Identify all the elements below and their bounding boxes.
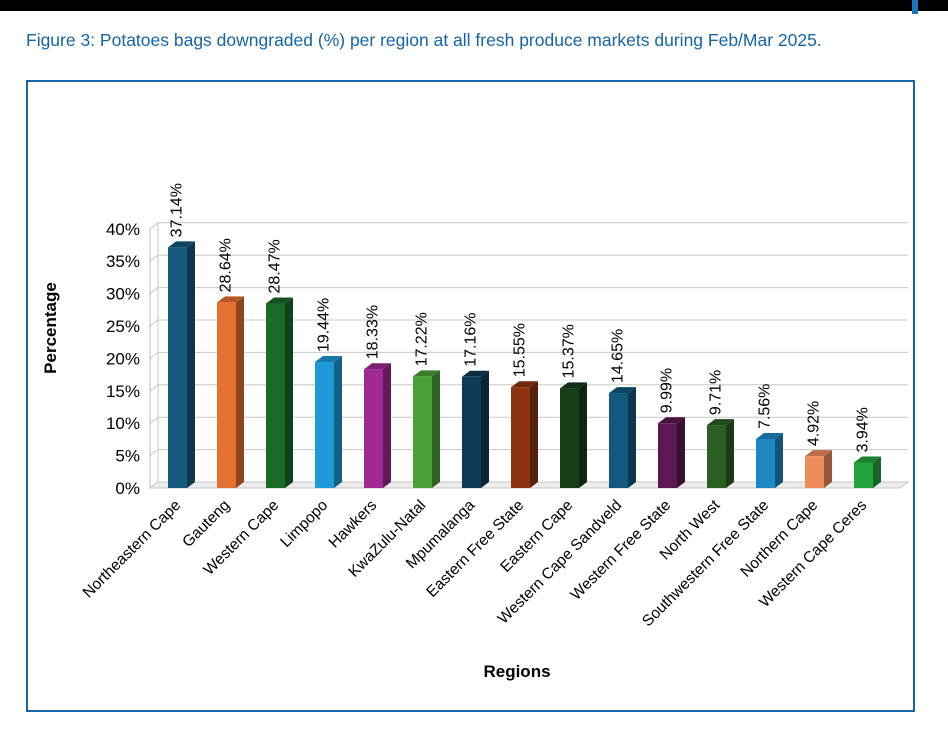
bar-top — [315, 356, 342, 363]
bar-side — [285, 297, 293, 488]
gridline — [149, 319, 908, 327]
bar — [364, 369, 383, 488]
data-label: 4.92% — [806, 401, 823, 446]
chart-frame: 37.14% 28.64% 28.47% 19.44% 18.33% 17.22% 17.1… — [26, 80, 915, 712]
top-banner-bar — [0, 0, 948, 11]
gridline — [149, 222, 908, 230]
bar-top — [560, 382, 587, 389]
bar-side — [481, 370, 489, 488]
y-axis-title: Percentage — [41, 282, 60, 374]
bar-top — [413, 370, 440, 377]
data-label: 15.37% — [561, 324, 578, 378]
bar-side — [726, 419, 734, 488]
bar-top — [217, 296, 244, 303]
bar — [560, 388, 579, 488]
x-axis-title: Regions — [483, 662, 550, 681]
y-tick-label: 0% — [115, 479, 140, 498]
gridline — [149, 351, 908, 359]
bar — [217, 302, 236, 488]
y-tick-label: 5% — [115, 447, 140, 466]
bar-top — [511, 381, 538, 388]
data-label: 9.71% — [708, 370, 725, 415]
x-tick-label: Limpopo — [277, 497, 331, 551]
y-tick-label: 35% — [106, 252, 140, 271]
data-label: 28.64% — [218, 238, 235, 292]
data-label: 3.94% — [855, 407, 872, 452]
bar-side — [334, 356, 342, 488]
bar — [658, 423, 677, 488]
bar-top — [805, 450, 832, 457]
x-tick-label: Northeastern Cape — [80, 497, 185, 602]
bar-side — [236, 296, 244, 488]
data-label: 14.65% — [610, 329, 627, 383]
bar-side — [775, 433, 783, 488]
bar — [511, 387, 530, 488]
gridline — [149, 254, 908, 262]
y-tick-label: 10% — [106, 414, 140, 433]
bar — [609, 393, 628, 488]
bar — [462, 376, 481, 488]
bar-side — [432, 370, 440, 488]
bar — [756, 439, 775, 488]
data-labels: 37.14% 28.64% 28.47% 19.44% 18.33% 17.22% 17.1… — [169, 183, 872, 452]
bar — [266, 303, 285, 488]
bar-top — [707, 419, 734, 426]
data-label: 17.22% — [414, 312, 431, 366]
bar — [413, 376, 432, 488]
bars — [168, 241, 881, 488]
data-label: 7.56% — [757, 384, 774, 429]
bar-top — [266, 297, 293, 304]
bar-side — [873, 456, 881, 488]
bar — [315, 362, 334, 488]
y-tick-label: 25% — [106, 317, 140, 336]
bar-top — [168, 241, 195, 248]
bar-side — [383, 363, 391, 488]
bar-side — [530, 381, 538, 488]
y-tick-label: 20% — [106, 349, 140, 368]
data-label: 18.33% — [365, 305, 382, 359]
bar-top — [364, 363, 391, 370]
bar-side — [677, 417, 685, 488]
bar-side — [579, 382, 587, 488]
bar-top — [609, 387, 636, 394]
corner-accent-mark — [912, 0, 918, 14]
figure-title: Figure 3: Potatoes bags downgraded (%) p… — [26, 30, 822, 50]
gridline — [149, 287, 908, 295]
bar-top — [658, 417, 685, 424]
data-label: 17.16% — [463, 313, 480, 367]
bar — [707, 425, 726, 488]
bar — [805, 456, 824, 488]
bar — [854, 462, 873, 488]
data-label: 19.44% — [316, 298, 333, 352]
bar-side — [824, 450, 832, 488]
y-tick-label: 15% — [106, 382, 140, 401]
data-label: 28.47% — [267, 239, 284, 293]
y-tick-label: 40% — [106, 220, 140, 239]
data-label: 37.14% — [169, 183, 186, 237]
bar-top — [854, 456, 881, 463]
bar-top — [462, 370, 489, 377]
data-label: 15.55% — [512, 323, 529, 377]
bar-chart: 37.14% 28.64% 28.47% 19.44% 18.33% 17.22% 17.1… — [41, 183, 910, 681]
bar-side — [187, 241, 195, 488]
bar-side — [628, 387, 636, 488]
y-tick-label: 30% — [106, 285, 140, 304]
bar — [168, 247, 187, 488]
bar-top — [756, 433, 783, 440]
data-label: 9.99% — [659, 368, 676, 413]
